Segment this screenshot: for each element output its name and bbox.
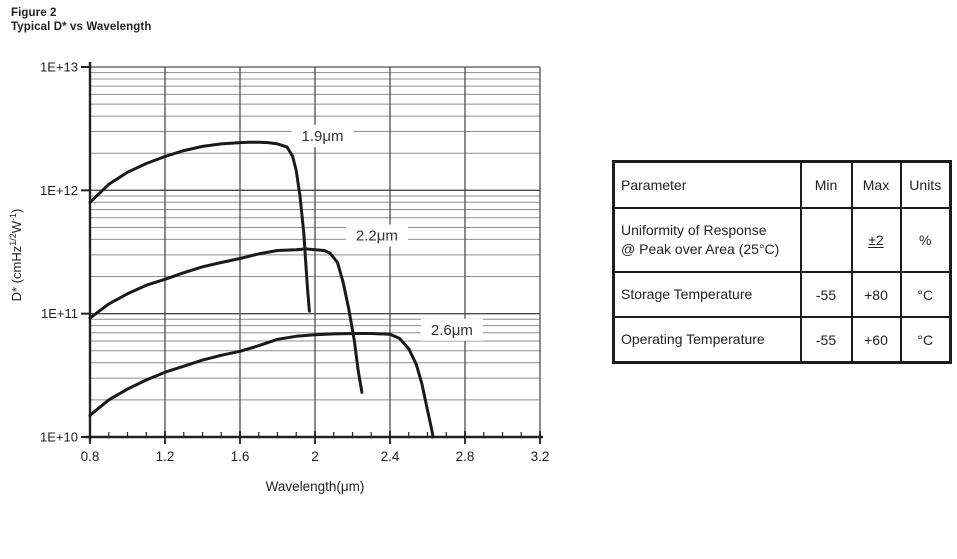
cell-max: +60 [850, 316, 902, 364]
curve-1.9um [88, 140, 311, 313]
x-tick-label: 2 [311, 449, 319, 464]
figure-number: Figure 2 [11, 7, 57, 19]
cell-parameter: Uniformity of Response @ Peak over Area … [612, 207, 802, 273]
figure-caption: Typical D* vs Wavelength [11, 20, 152, 33]
cell-min: -55 [799, 316, 853, 364]
table-row: Operating Temperature -55 +60 °C [612, 316, 952, 364]
figure-title: Figure 2 Typical D* vs Wavelength [11, 7, 151, 34]
cell-min [799, 207, 853, 273]
spec-table: Parameter Min Max Units Uniformity of Re… [612, 160, 952, 364]
x-tick-label: 2.8 [456, 449, 475, 464]
cell-units: °C [899, 316, 952, 364]
x-tick-label: 1.2 [156, 449, 175, 464]
cell-max: ±2 [868, 232, 884, 248]
table-header-row: Parameter Min Max Units [612, 160, 952, 209]
curve-2.6um [88, 332, 435, 439]
dstar-vs-wavelength-chart: 1E+13 1E+12 1E+11 1E+100.8 1.2 1.6 2 2.4 2.8 3.2 1… [8, 60, 550, 495]
cell-parameter: Operating Temperature [612, 316, 802, 364]
curve-2.2um [88, 247, 364, 394]
x-tick-label: 1.6 [231, 449, 250, 464]
table-row: Storage Temperature -55 +80 °C [612, 271, 952, 318]
y-tick-label: 1E+12 [40, 183, 78, 198]
cell-min: -55 [799, 271, 853, 318]
cell-max: +80 [850, 271, 902, 318]
header-parameter: Parameter [612, 160, 802, 209]
x-axis-label: Wavelength(μm) [266, 479, 365, 494]
cell-units: °C [899, 271, 952, 318]
curve-label: 2.2μm [356, 228, 398, 245]
curve-label: 2.6μm [431, 322, 473, 339]
y-tick-label: 1E+13 [40, 60, 78, 75]
header-min: Min [799, 160, 853, 209]
x-tick-label: 3.2 [531, 449, 550, 464]
x-tick-label: 0.8 [81, 449, 100, 464]
curve-label-box [291, 124, 354, 147]
curve-label: 1.9μm [302, 128, 344, 145]
y-tick-label: 1E+10 [40, 430, 78, 445]
header-units: Units [899, 160, 952, 209]
header-max: Max [850, 160, 902, 209]
y-tick-label: 1E+11 [41, 306, 78, 321]
table-row: Uniformity of Response @ Peak over Area … [612, 207, 952, 273]
y-axis-label: D* (cmHz1/2W-1) [8, 209, 24, 302]
cell-units: % [899, 207, 952, 273]
x-tick-label: 2.4 [381, 449, 400, 464]
curve-label-box [420, 318, 483, 341]
curve-label-box [345, 224, 408, 247]
cell-parameter: Storage Temperature [612, 271, 802, 318]
